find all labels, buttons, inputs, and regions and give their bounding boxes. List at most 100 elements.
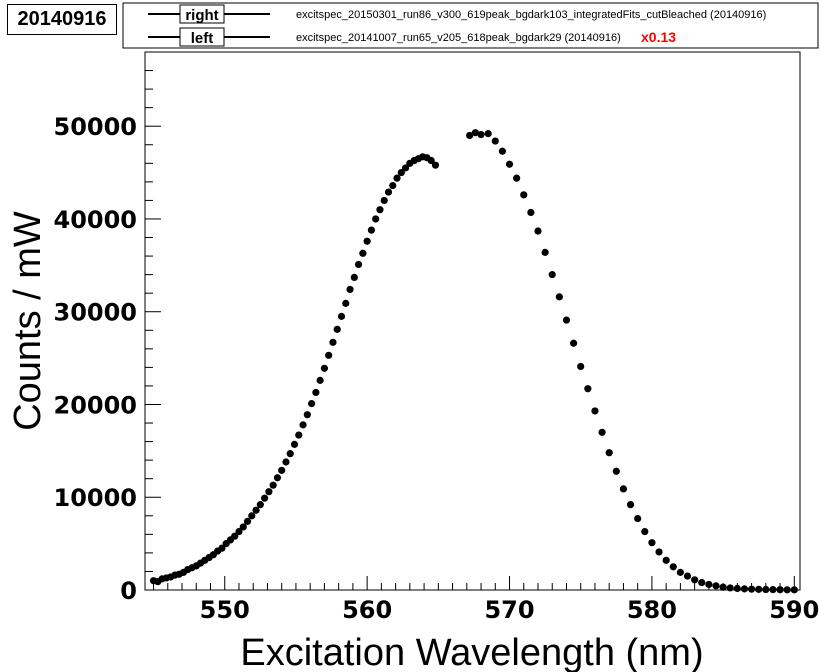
data-point-right <box>562 316 571 324</box>
legend-tag-box <box>179 4 225 24</box>
data-point-right <box>513 174 521 182</box>
data-point-right <box>527 208 535 217</box>
data-point-right <box>790 586 798 594</box>
data-point-left <box>303 411 311 419</box>
data-point-right <box>555 293 563 301</box>
legend-scale-factor: x0.13 <box>641 29 676 45</box>
y-tick-label: 50000 <box>54 113 138 141</box>
data-point-right <box>783 586 791 594</box>
y-tick-label: 0 <box>120 577 137 605</box>
data-point-left <box>325 351 333 359</box>
data-point-right <box>598 428 606 436</box>
data-point-right <box>466 131 474 140</box>
x-tick-label: 580 <box>627 596 677 624</box>
data-point-right <box>505 160 514 168</box>
legend-description: excitspec_20150301_run86_v300_619peak_bg… <box>296 9 766 21</box>
data-point-right <box>719 583 727 591</box>
data-point-right <box>612 467 620 475</box>
data-point-right <box>762 585 770 594</box>
run-label-box: 20140916 <box>7 4 117 35</box>
data-point-left <box>359 249 367 257</box>
data-point-right <box>577 362 585 371</box>
data-point-left <box>367 226 376 234</box>
data-point-left <box>286 450 294 458</box>
data-point-right <box>477 130 485 139</box>
data-point-right <box>698 578 706 587</box>
data-point-right <box>591 407 599 415</box>
plot-frame <box>144 51 801 591</box>
data-point-left <box>350 273 358 282</box>
data-point-left <box>354 260 363 269</box>
data-point-left <box>329 338 337 346</box>
data-point-left <box>252 506 260 514</box>
legend-tag-left: left <box>191 30 214 47</box>
data-point-right <box>733 584 741 593</box>
data-point-left <box>376 206 384 214</box>
data-point-left <box>397 168 405 177</box>
data-point-right <box>769 586 777 594</box>
legend-box <box>122 2 819 49</box>
data-point-right <box>498 147 507 155</box>
data-point-right <box>541 248 549 256</box>
data-point-right <box>548 271 556 279</box>
data-point-left <box>290 440 299 448</box>
data-point-left <box>299 421 307 429</box>
data-point-left <box>278 466 286 474</box>
data-point-right <box>655 548 663 556</box>
data-point-right <box>740 585 749 593</box>
data-point-right <box>605 449 613 457</box>
data-point-left <box>346 285 354 294</box>
axes: 550 560 570 580 590 0 10000 20000 30000 40000 5000… <box>54 51 819 624</box>
data-point-left <box>273 474 282 482</box>
data-point-left <box>363 237 371 245</box>
x-tick-label: 570 <box>484 596 534 624</box>
data-point-left <box>380 196 388 205</box>
data-point-right <box>641 527 649 536</box>
data-point-left <box>231 532 239 540</box>
data-point-left <box>243 517 252 525</box>
data-point-right <box>747 585 756 593</box>
data-point-right <box>471 129 479 137</box>
data-point-left <box>295 431 303 439</box>
legend-description: excitspec_20141007_run65_v205_618peak_bg… <box>296 32 621 44</box>
data-point-left <box>256 501 264 509</box>
data-point-right <box>776 586 784 594</box>
data-point-right <box>484 130 492 138</box>
data-point-right <box>584 385 592 393</box>
x-tick-label: 560 <box>342 596 392 624</box>
legend-tag-box <box>179 27 225 47</box>
data-point-right <box>648 539 656 547</box>
data-point-left <box>316 376 324 384</box>
y-tick-label: 40000 <box>54 206 138 234</box>
data-point-right <box>712 582 720 590</box>
data-point-right <box>691 576 699 584</box>
data-point-left <box>282 458 290 466</box>
x-tick-label: 590 <box>769 596 819 624</box>
y-axis-label: Counts / mW <box>7 211 49 431</box>
data-point-left <box>218 544 226 552</box>
data-point-left <box>333 325 341 333</box>
data-point-right <box>569 339 578 347</box>
legend: right excitspec_20150301_run86_v300_619pe… <box>122 2 819 49</box>
x-axis-label: Excitation Wavelength (nm) <box>240 632 703 672</box>
data-point-right <box>534 227 542 235</box>
data-point-left <box>401 164 410 172</box>
y-tick-label: 10000 <box>54 484 138 512</box>
data-point-left <box>320 364 329 372</box>
data-point-right <box>634 514 642 523</box>
data-markers <box>149 129 798 594</box>
data-point-right <box>676 568 684 576</box>
data-point-right <box>662 556 670 564</box>
legend-tag-right: right <box>185 7 218 24</box>
data-point-left <box>312 388 320 397</box>
data-point-left <box>427 156 435 165</box>
data-point-left <box>307 399 316 408</box>
data-point-left <box>342 299 350 307</box>
data-point-left <box>235 527 243 536</box>
data-point-left <box>431 161 440 169</box>
data-point-right <box>705 580 713 589</box>
data-point-right <box>491 137 499 145</box>
data-point-left <box>239 523 247 531</box>
x-tick-label: 550 <box>200 596 250 624</box>
